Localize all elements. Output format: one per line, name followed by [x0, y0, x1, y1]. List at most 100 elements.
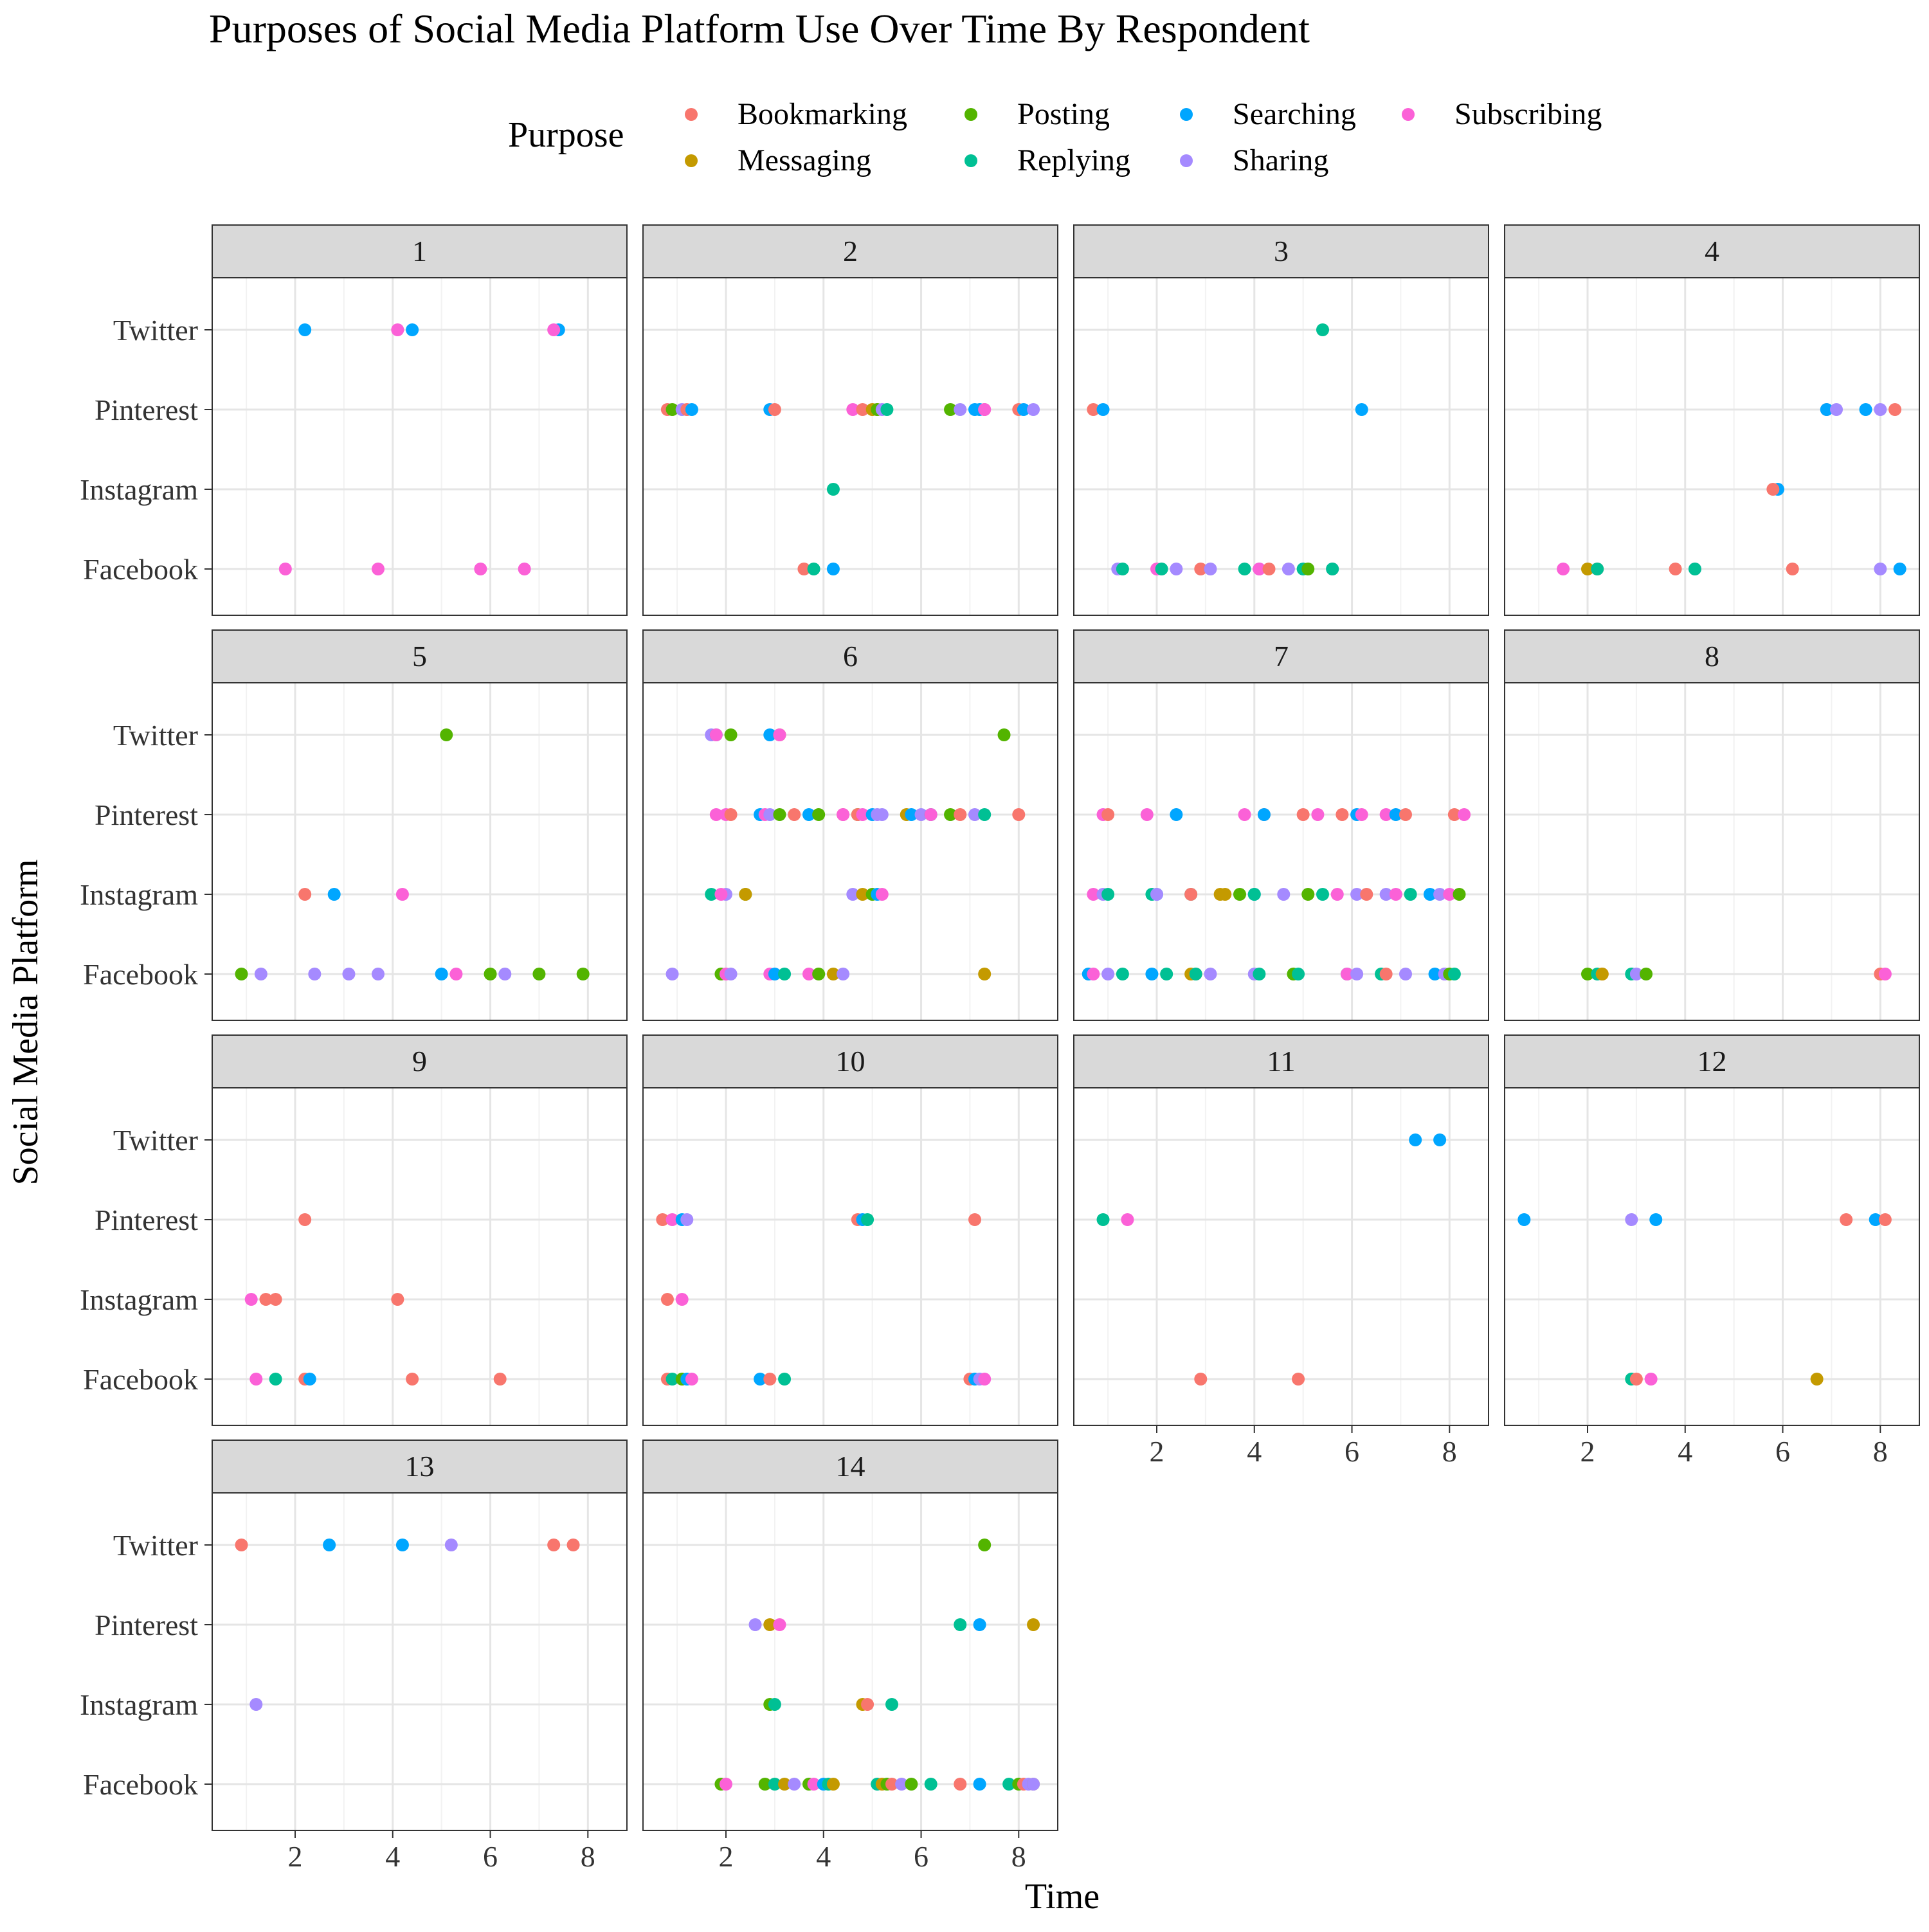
data-point — [1786, 563, 1799, 575]
data-point — [1409, 1133, 1422, 1146]
data-point — [685, 403, 698, 416]
data-point — [802, 968, 815, 980]
data-point — [778, 1373, 792, 1386]
panel-border — [642, 682, 1058, 1021]
data-point — [1101, 808, 1115, 821]
panel-border — [1504, 277, 1920, 616]
data-point — [1399, 808, 1412, 821]
data-point — [978, 968, 992, 980]
data-point — [1253, 968, 1266, 980]
panel-border — [642, 1492, 1058, 1831]
data-point — [1595, 968, 1609, 980]
data-point — [1189, 968, 1202, 980]
data-point — [1096, 1213, 1110, 1226]
data-point — [905, 1778, 918, 1791]
facet-strip-label: 13 — [405, 1450, 435, 1483]
data-point — [1292, 968, 1305, 980]
data-point — [924, 1778, 937, 1791]
data-point — [788, 1778, 801, 1791]
data-point — [807, 563, 820, 575]
data-point — [391, 323, 404, 336]
data-point — [547, 323, 561, 336]
x-tick-label: 6 — [483, 1840, 498, 1873]
data-point — [1160, 968, 1173, 980]
data-point — [954, 1618, 967, 1631]
data-point — [837, 968, 850, 980]
data-point — [1027, 1618, 1040, 1631]
data-point — [1194, 563, 1208, 575]
facet-strip-label: 12 — [1698, 1045, 1727, 1078]
data-point — [826, 1778, 840, 1791]
panel-background — [643, 278, 1058, 615]
data-point — [1326, 563, 1339, 575]
data-point — [773, 728, 786, 741]
data-point — [449, 968, 463, 980]
x-tick-label: 2 — [1580, 1435, 1595, 1468]
x-tick-label: 4 — [1678, 1435, 1692, 1468]
data-point — [802, 808, 815, 821]
x-tick-label: 4 — [1247, 1435, 1262, 1468]
data-point — [705, 888, 718, 901]
facet-strip — [1073, 629, 1489, 683]
x-tick-label: 8 — [581, 1840, 595, 1873]
facet-panel-14: 14 2 4 6 8 — [642, 1440, 1058, 1873]
panel-border — [212, 277, 628, 616]
data-point — [968, 808, 981, 821]
data-point — [1878, 968, 1892, 980]
data-point — [249, 1373, 263, 1386]
data-point — [895, 1778, 909, 1791]
data-point — [1316, 323, 1329, 336]
data-point — [768, 1778, 781, 1791]
legend-label-messaging: Messaging — [738, 143, 871, 177]
data-point — [372, 968, 385, 980]
data-point — [885, 1698, 898, 1711]
facet-strip-label: 8 — [1705, 640, 1719, 673]
panel-background — [1505, 278, 1919, 615]
data-point — [709, 728, 723, 741]
data-point — [763, 728, 777, 741]
data-point — [1874, 403, 1887, 416]
facet-strip-label: 1 — [412, 235, 427, 267]
data-point — [1433, 1133, 1447, 1146]
data-point — [474, 563, 487, 575]
data-point — [566, 1539, 580, 1551]
data-point — [1170, 563, 1183, 575]
data-point — [1389, 808, 1402, 821]
panel-border — [1504, 682, 1920, 1021]
data-point — [1301, 888, 1315, 901]
data-point — [1204, 968, 1217, 980]
data-point — [1101, 888, 1115, 901]
panel-background — [643, 1088, 1058, 1425]
data-point — [1453, 888, 1466, 901]
data-point — [856, 888, 869, 901]
data-point — [1591, 563, 1604, 575]
panel-border — [642, 1087, 1058, 1426]
facet-panel-11: 11 2 4 6 8 — [1073, 1034, 1489, 1468]
data-point — [254, 968, 267, 980]
data-point — [1340, 968, 1354, 980]
data-point — [675, 1293, 689, 1306]
facet-panel-2: 2 — [642, 224, 1058, 616]
data-point — [1379, 808, 1393, 821]
data-point — [308, 968, 322, 980]
data-point — [1116, 968, 1129, 980]
data-point — [905, 808, 918, 821]
data-point — [269, 1373, 282, 1386]
data-point — [498, 968, 512, 980]
data-point — [788, 808, 801, 821]
data-point — [269, 1293, 282, 1306]
data-point — [773, 808, 786, 821]
data-point — [1649, 1213, 1663, 1226]
data-point — [978, 1539, 992, 1551]
data-point — [880, 403, 894, 416]
panel-border — [1073, 1087, 1489, 1426]
panel-border — [1504, 1087, 1920, 1426]
legend-label-subscribing: Subscribing — [1454, 97, 1602, 131]
facet-strip-label: 4 — [1705, 235, 1719, 267]
data-point — [666, 1213, 679, 1226]
data-point — [1233, 888, 1246, 901]
data-point — [1433, 888, 1447, 901]
data-point — [724, 728, 738, 741]
data-point — [1027, 403, 1040, 416]
